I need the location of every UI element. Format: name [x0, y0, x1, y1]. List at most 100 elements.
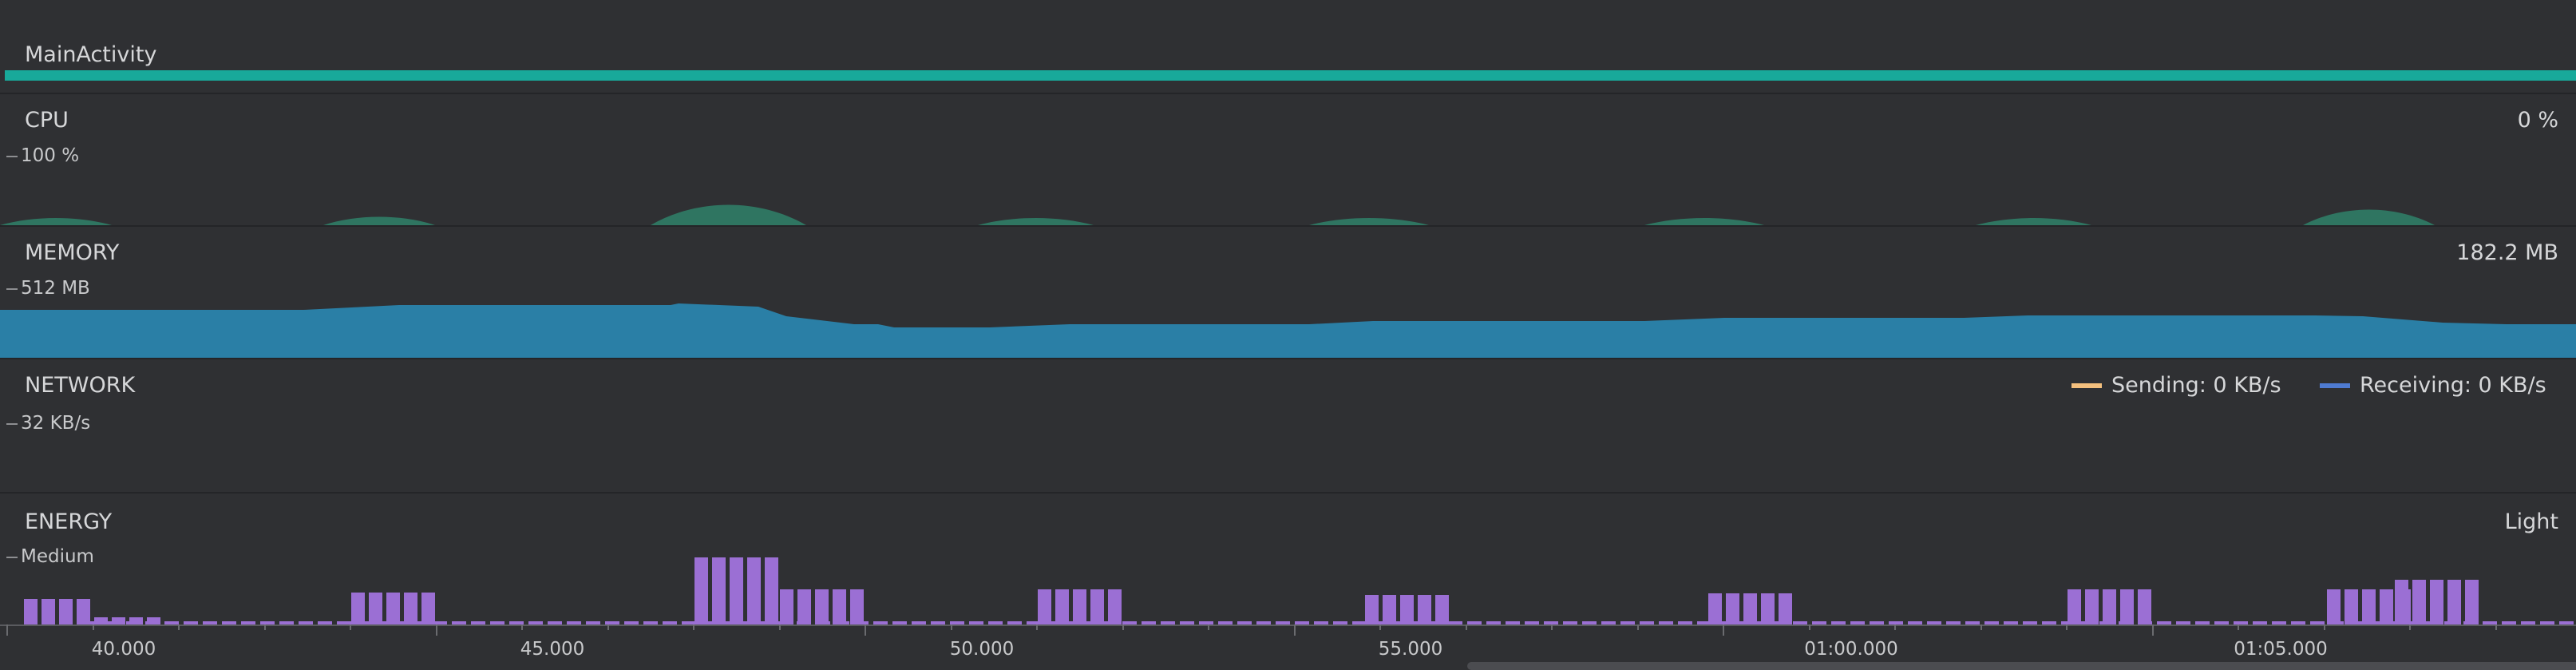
energy-bar — [2138, 589, 2151, 624]
energy-bar — [1779, 593, 1792, 624]
energy-bar — [2430, 580, 2443, 624]
time-tick — [1894, 624, 1896, 630]
time-tick-label: 50.000 — [950, 639, 1014, 660]
time-tick — [2324, 624, 2325, 630]
receiving-label: Receiving: 0 KB/s — [2360, 373, 2546, 398]
time-tick — [1294, 624, 1296, 636]
energy-bar — [1743, 593, 1757, 624]
energy-bar — [747, 557, 761, 624]
energy-bar — [1108, 589, 1122, 624]
energy-bar — [850, 589, 864, 624]
time-tick-label: 01:05.000 — [2234, 639, 2328, 660]
energy-bar — [1708, 593, 1722, 624]
time-tick — [1637, 624, 1639, 630]
memory-lane[interactable]: MEMORY 182.2 MB 512 MB — [0, 227, 2576, 358]
energy-bar — [2447, 580, 2461, 624]
energy-bar — [94, 617, 108, 624]
energy-bar — [77, 599, 90, 624]
timeline-scrollbar[interactable] — [1467, 662, 2576, 670]
network-title: NETWORK — [25, 373, 135, 398]
activity-lane[interactable]: MainActivity — [0, 0, 2576, 93]
time-tick — [93, 624, 94, 630]
time-tick — [2152, 624, 2154, 636]
time-tick — [2409, 624, 2411, 630]
time-tick — [436, 624, 437, 636]
time-tick — [1466, 624, 1467, 630]
energy-bar — [1090, 589, 1104, 624]
energy-bar — [2395, 580, 2408, 624]
energy-bar — [2345, 589, 2358, 624]
energy-bar — [42, 599, 55, 624]
time-tick — [1122, 624, 1124, 630]
time-tick — [521, 624, 523, 630]
energy-bar — [730, 557, 743, 624]
memory-usage-area — [0, 303, 2576, 358]
energy-bar — [1435, 595, 1449, 624]
activity-bar[interactable] — [5, 70, 2576, 81]
energy-bar — [1365, 595, 1379, 624]
energy-bar — [129, 617, 143, 624]
energy-bar — [1383, 595, 1396, 624]
network-scale-tick — [6, 423, 18, 425]
time-tick — [6, 624, 8, 636]
time-tick-label: 01:00.000 — [1804, 639, 1898, 660]
time-tick — [2238, 624, 2239, 630]
time-tick — [607, 624, 609, 630]
network-lane[interactable]: NETWORK 32 KB/s Sending: 0 KB/s Receivin… — [0, 359, 2576, 492]
energy-bar — [351, 593, 365, 624]
energy-bar — [24, 599, 38, 624]
energy-bar — [833, 589, 846, 624]
energy-bar — [421, 593, 435, 624]
energy-bar — [1073, 589, 1086, 624]
energy-bar — [2412, 580, 2426, 624]
energy-bar — [1418, 595, 1431, 624]
memory-graph — [0, 227, 2576, 358]
time-tick — [178, 624, 180, 630]
time-tick — [1036, 624, 1038, 630]
time-tick — [1551, 624, 1553, 630]
energy-bar — [369, 593, 382, 624]
time-tick — [951, 624, 952, 630]
energy-bar — [694, 557, 708, 624]
energy-bar — [765, 557, 778, 624]
cpu-graph — [0, 94, 2576, 225]
time-tick — [350, 624, 351, 630]
energy-bar — [386, 593, 400, 624]
energy-bar — [712, 557, 726, 624]
network-sending-legend: Sending: 0 KB/s — [2071, 373, 2281, 398]
time-tick — [2495, 624, 2497, 630]
time-tick — [1809, 624, 1810, 630]
network-scale-label: 32 KB/s — [21, 413, 90, 434]
time-tick — [693, 624, 694, 630]
time-tick-label: 45.000 — [520, 639, 584, 660]
time-tick-label: 40.000 — [92, 639, 156, 660]
energy-bar — [2120, 589, 2134, 624]
energy-bar — [815, 589, 829, 624]
sending-label: Sending: 0 KB/s — [2111, 373, 2281, 398]
energy-bar — [780, 589, 793, 624]
time-tick — [264, 624, 266, 630]
network-receiving-legend: Receiving: 0 KB/s — [2320, 373, 2546, 398]
energy-bar — [1038, 589, 1051, 624]
energy-bar — [147, 617, 160, 624]
receiving-swatch — [2320, 383, 2350, 388]
time-tick — [1980, 624, 1982, 630]
cpu-usage-area — [0, 205, 2576, 226]
energy-bar — [2103, 589, 2116, 624]
time-tick — [865, 624, 866, 636]
time-tick — [2066, 624, 2068, 630]
energy-bar — [112, 617, 125, 624]
time-tick — [1723, 624, 1724, 636]
activity-label: MainActivity — [25, 42, 156, 67]
cpu-lane[interactable]: CPU 0 % 100 % — [0, 94, 2576, 225]
energy-lane[interactable]: ENERGY Light Medium — [0, 494, 2576, 624]
energy-bar — [1761, 593, 1775, 624]
energy-graph — [0, 494, 2576, 624]
energy-bar — [2085, 589, 2099, 624]
time-tick-label: 55.000 — [1379, 639, 1442, 660]
time-tick — [1208, 624, 1209, 630]
energy-bar — [2465, 580, 2479, 624]
energy-bar — [797, 589, 811, 624]
energy-bar — [2327, 589, 2341, 624]
time-axis-line — [0, 624, 2576, 626]
